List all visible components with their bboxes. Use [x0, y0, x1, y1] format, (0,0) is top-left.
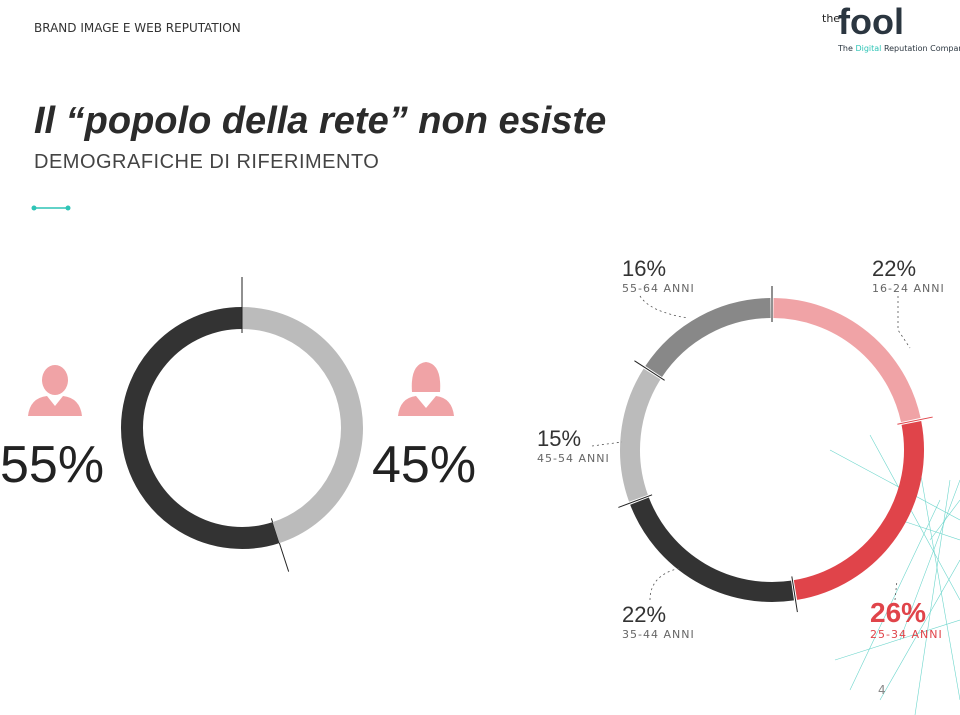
section-label: BRAND IMAGE E WEB REPUTATION	[34, 21, 241, 35]
donut-segment	[630, 497, 794, 602]
donut-segment	[241, 307, 363, 544]
value-label: 26%	[870, 597, 926, 628]
value-label: 15%	[537, 426, 581, 451]
female-icon	[398, 362, 454, 416]
tagline-part: The	[837, 44, 853, 53]
divider	[31, 205, 71, 211]
logo-tagline: The Digital Reputation Company	[837, 44, 960, 53]
category-label: 55-64 ANNI	[622, 282, 695, 295]
network-decoration	[829, 434, 960, 715]
value-label: 16%	[622, 256, 666, 281]
leader-line	[649, 567, 681, 601]
segment-divider	[897, 416, 933, 425]
leader-line	[897, 296, 911, 349]
category-label: 16-24 ANNI	[872, 282, 945, 295]
leader-line	[894, 579, 898, 601]
category-label: 45-54 ANNI	[537, 452, 610, 465]
donut-chart: 55% 45%	[0, 277, 476, 572]
tagline-part: Digital	[855, 44, 881, 53]
male-icon	[28, 365, 82, 416]
subtitle: DEMOGRAFICHE DI RIFERIMENTO	[34, 151, 379, 173]
category-label: 25-34 ANNI	[870, 628, 943, 641]
logo-name: fool	[838, 1, 904, 42]
donut-segment	[121, 307, 280, 549]
value-label: 22%	[872, 256, 916, 281]
segment-divider	[618, 494, 653, 508]
tagline-part: Reputation Company	[884, 44, 960, 53]
category-label: 35-44 ANNI	[622, 628, 695, 641]
leader-line	[591, 441, 623, 447]
value-label: 22%	[622, 602, 666, 627]
leader-line	[639, 295, 689, 319]
logo: the fool The Digital Reputation Company	[822, 1, 960, 53]
segment-divider	[634, 360, 665, 381]
page-number: 4	[878, 683, 886, 697]
donut-segment	[620, 368, 661, 502]
value-label: 45%	[372, 436, 476, 494]
logo-prefix: the	[822, 12, 840, 25]
segment-divider	[791, 576, 798, 613]
title: Il “popolo della rete” non esiste	[34, 100, 606, 142]
value-label: 55%	[0, 436, 104, 494]
donut-segment	[645, 298, 771, 378]
donut-segment	[793, 421, 924, 600]
donut-segment	[773, 298, 921, 423]
